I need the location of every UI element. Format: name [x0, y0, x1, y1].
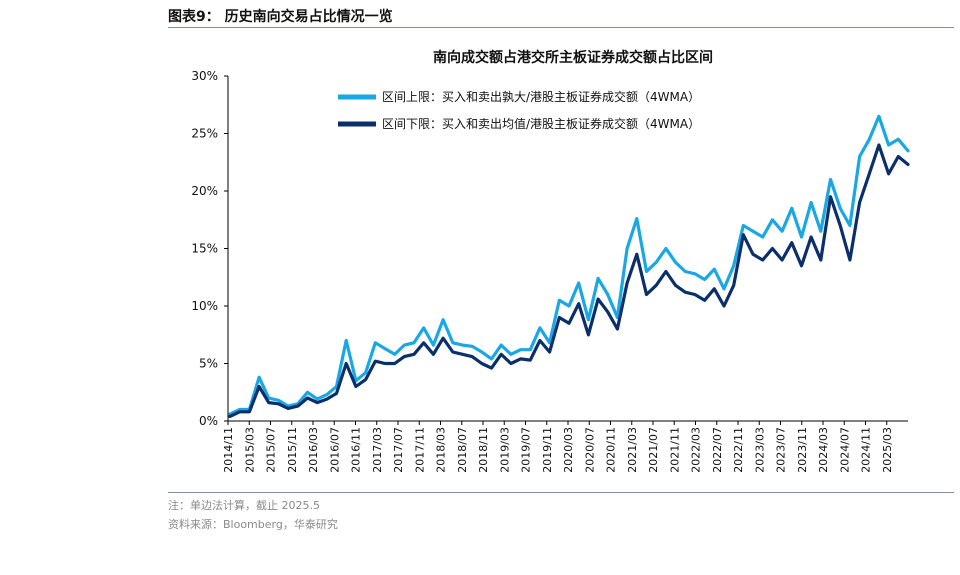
series-layer — [228, 114, 910, 418]
x-tick-label: 2024/03 — [817, 427, 830, 473]
y-tick-label: 5% — [199, 357, 218, 371]
y-tick-label: 20% — [191, 184, 218, 198]
x-tick-label: 2024/11 — [860, 427, 873, 473]
x-tick-label: 2018/11 — [477, 427, 490, 473]
x-tick-label: 2018/03 — [435, 427, 448, 473]
y-tick-label: 0% — [199, 414, 218, 428]
x-tick-label: 2021/11 — [668, 427, 681, 473]
x-tick-label: 2022/07 — [711, 427, 724, 473]
x-tick-label: 2017/07 — [392, 427, 405, 473]
x-tick-label: 2025/03 — [881, 427, 894, 473]
x-tick-label: 2022/03 — [690, 427, 703, 473]
figure-title: 图表9： 历史南向交易占比情况一览 — [168, 9, 393, 25]
legend-label-upper: 区间上限：买入和卖出孰大/港股主板证券成交额（4WMA） — [382, 89, 700, 104]
x-tick-label: 2018/07 — [456, 427, 469, 473]
y-tick-label: 15% — [191, 242, 218, 256]
source-note: 资料来源：Bloomberg，华泰研究 — [168, 518, 338, 531]
x-tick-label: 2019/07 — [520, 427, 533, 473]
x-tick-label: 2019/03 — [498, 427, 511, 473]
x-tick-label: 2015/11 — [286, 427, 299, 473]
y-tick-label: 10% — [191, 299, 218, 313]
bottom-divider — [168, 492, 954, 493]
series-line-upper — [228, 114, 910, 416]
x-tick-label: 2015/07 — [265, 427, 278, 473]
x-tick-label: 2023/11 — [796, 427, 809, 473]
x-tick-label: 2023/03 — [753, 427, 766, 473]
x-tick-label: 2021/03 — [626, 427, 639, 473]
y-tick-label: 30% — [191, 69, 218, 83]
top-divider — [168, 27, 954, 28]
legend: 区间上限：买入和卖出孰大/港股主板证券成交额（4WMA） 区间下限：买入和卖出均… — [338, 89, 700, 131]
series-line-lower — [228, 143, 910, 418]
y-tick-label: 25% — [191, 127, 218, 141]
x-tick-label: 2015/03 — [243, 427, 256, 473]
footnote: 注：单边法计算，截止 2025.5 — [168, 499, 320, 512]
x-tick-label: 2019/11 — [541, 427, 554, 473]
legend-label-lower: 区间下限：买入和卖出均值/港股主板证券成交额（4WMA） — [382, 116, 700, 131]
x-tick-label: 2020/03 — [562, 427, 575, 473]
chart-title: 南向成交额占港交所主板证券成交额占比区间 — [433, 49, 713, 66]
x-tick-label: 2016/03 — [307, 427, 320, 473]
x-tick-label: 2016/11 — [350, 427, 363, 473]
x-tick-label: 2017/11 — [413, 427, 426, 473]
x-tick-label: 2022/11 — [732, 427, 745, 473]
x-tick-label: 2017/03 — [371, 427, 384, 473]
axes: 0% 5% 10% 15% 20% 25% 30% 2014/11 2015/03 2015/07… — [191, 69, 908, 473]
x-tick-label: 2024/07 — [838, 427, 851, 473]
x-tick-label: 2020/11 — [605, 427, 618, 473]
x-tick-label: 2020/07 — [583, 427, 596, 473]
x-tick-label: 2014/11 — [222, 427, 235, 473]
x-tick-label: 2023/07 — [775, 427, 788, 473]
x-tick-label: 2016/07 — [328, 427, 341, 473]
chart: 南向成交额占港交所主板证券成交额占比区间 0% 5% 10% 15% 20% 25% 30%… — [191, 49, 910, 473]
x-tick-label: 2021/07 — [647, 427, 660, 473]
